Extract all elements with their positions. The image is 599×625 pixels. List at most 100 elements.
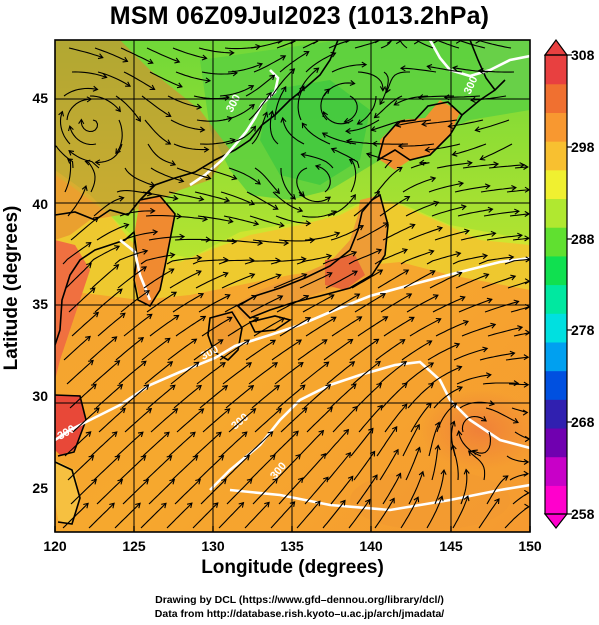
streamline-arrowhead [203, 146, 210, 153]
streamline-arrowhead [270, 339, 276, 346]
streamline-arrowhead [248, 85, 255, 91]
streamline-arrowhead [244, 454, 250, 461]
streamline [67, 455, 94, 481]
streamline-arrowhead [385, 87, 391, 94]
streamline-arrowhead [466, 160, 473, 167]
streamline-arrowhead [224, 408, 231, 414]
streamline [69, 126, 97, 146]
streamline [270, 258, 306, 265]
streamline-arrowhead [393, 448, 399, 455]
streamline-arrowhead [351, 250, 358, 257]
colorbar-cell [545, 83, 567, 113]
streamline [274, 86, 287, 121]
streamline [328, 40, 351, 49]
streamline-arrowhead [368, 427, 374, 434]
streamline [513, 332, 530, 337]
streamline-arrowhead [205, 174, 212, 181]
streamline [404, 362, 434, 385]
streamline-arrowhead [66, 158, 73, 164]
streamline-arrowhead [401, 382, 408, 389]
streamline-arrowhead [231, 238, 238, 245]
colorbar-cell [545, 284, 567, 314]
colorbar-cell [545, 485, 567, 515]
streamline [480, 143, 513, 160]
streamline-arrowhead [523, 354, 530, 361]
streamline-arrowhead [377, 404, 383, 411]
streamline-arrowhead [221, 478, 227, 485]
streamline [379, 196, 410, 217]
streamline-arrowhead [275, 273, 282, 280]
streamline-arrowhead [266, 91, 272, 98]
streamline-arrowhead [372, 474, 378, 481]
streamline [304, 232, 340, 241]
streamline [218, 502, 244, 529]
streamline [245, 339, 276, 361]
streamline-arrowhead [399, 65, 406, 72]
streamline [280, 168, 296, 200]
colorbar-cell [545, 169, 567, 200]
streamline [166, 257, 202, 265]
streamline-arrowhead [305, 317, 312, 323]
streamline-arrowhead [485, 372, 492, 379]
streamline [270, 501, 296, 529]
streamline-arrowhead [418, 159, 425, 166]
streamline [452, 496, 469, 529]
x-axis-label: Longitude (degrees) [201, 557, 384, 578]
streamline-arrowhead [474, 126, 481, 133]
y-tick-label: 25 [32, 480, 48, 496]
streamline-arrowhead [226, 316, 233, 322]
streamline [88, 245, 120, 265]
streamline-arrowhead [67, 125, 74, 132]
streamline [145, 455, 172, 481]
streamline-arrowhead [115, 106, 121, 113]
streamline [322, 500, 346, 529]
streamline-arrowhead [229, 49, 235, 56]
streamline-arrowhead [199, 126, 206, 133]
streamline-arrowhead [241, 431, 248, 438]
streamline-arrowhead [345, 127, 351, 135]
streamline [351, 269, 383, 289]
streamline [173, 143, 209, 151]
streamline-arrowhead [334, 231, 341, 238]
streamline [448, 119, 484, 128]
streamline [72, 407, 100, 433]
streamline [460, 469, 468, 505]
streamline-arrowhead [428, 382, 435, 389]
streamline [458, 431, 482, 457]
streamline-arrowhead [301, 122, 308, 129]
streamline [222, 104, 255, 121]
streamline [248, 92, 272, 121]
colorbar-cell [545, 141, 567, 171]
streamline [227, 317, 259, 337]
streamline [253, 55, 286, 73]
streamline [479, 352, 515, 361]
x-tick-label: 130 [201, 538, 225, 554]
streamline [304, 476, 329, 505]
streamline-arrowhead [293, 430, 299, 437]
streamline [223, 455, 250, 481]
streamline [506, 455, 529, 463]
streamline-arrowhead [352, 405, 359, 412]
streamline [332, 406, 358, 433]
streamline [176, 408, 204, 433]
streamline-arrowhead [196, 384, 202, 391]
streamline-arrowhead [454, 342, 461, 349]
streamline [461, 415, 487, 433]
streamline-arrowhead [248, 385, 255, 391]
streamline [354, 293, 386, 313]
streamline [94, 47, 128, 62]
streamline [168, 191, 204, 201]
streamline-arrowhead [280, 85, 287, 92]
streamline [403, 270, 436, 289]
streamline [408, 471, 424, 505]
streamline-arrowhead [523, 163, 529, 170]
streamline-arrowhead [456, 430, 463, 437]
streamline [278, 477, 304, 505]
streamline-arrowhead [458, 180, 465, 187]
streamline-arrowhead [374, 190, 381, 197]
streamline-arrowhead [347, 475, 354, 482]
streamline-arrowhead [272, 204, 279, 210]
streamline [401, 340, 432, 361]
streamline-arrowhead [257, 239, 264, 246]
streamline [170, 119, 205, 131]
